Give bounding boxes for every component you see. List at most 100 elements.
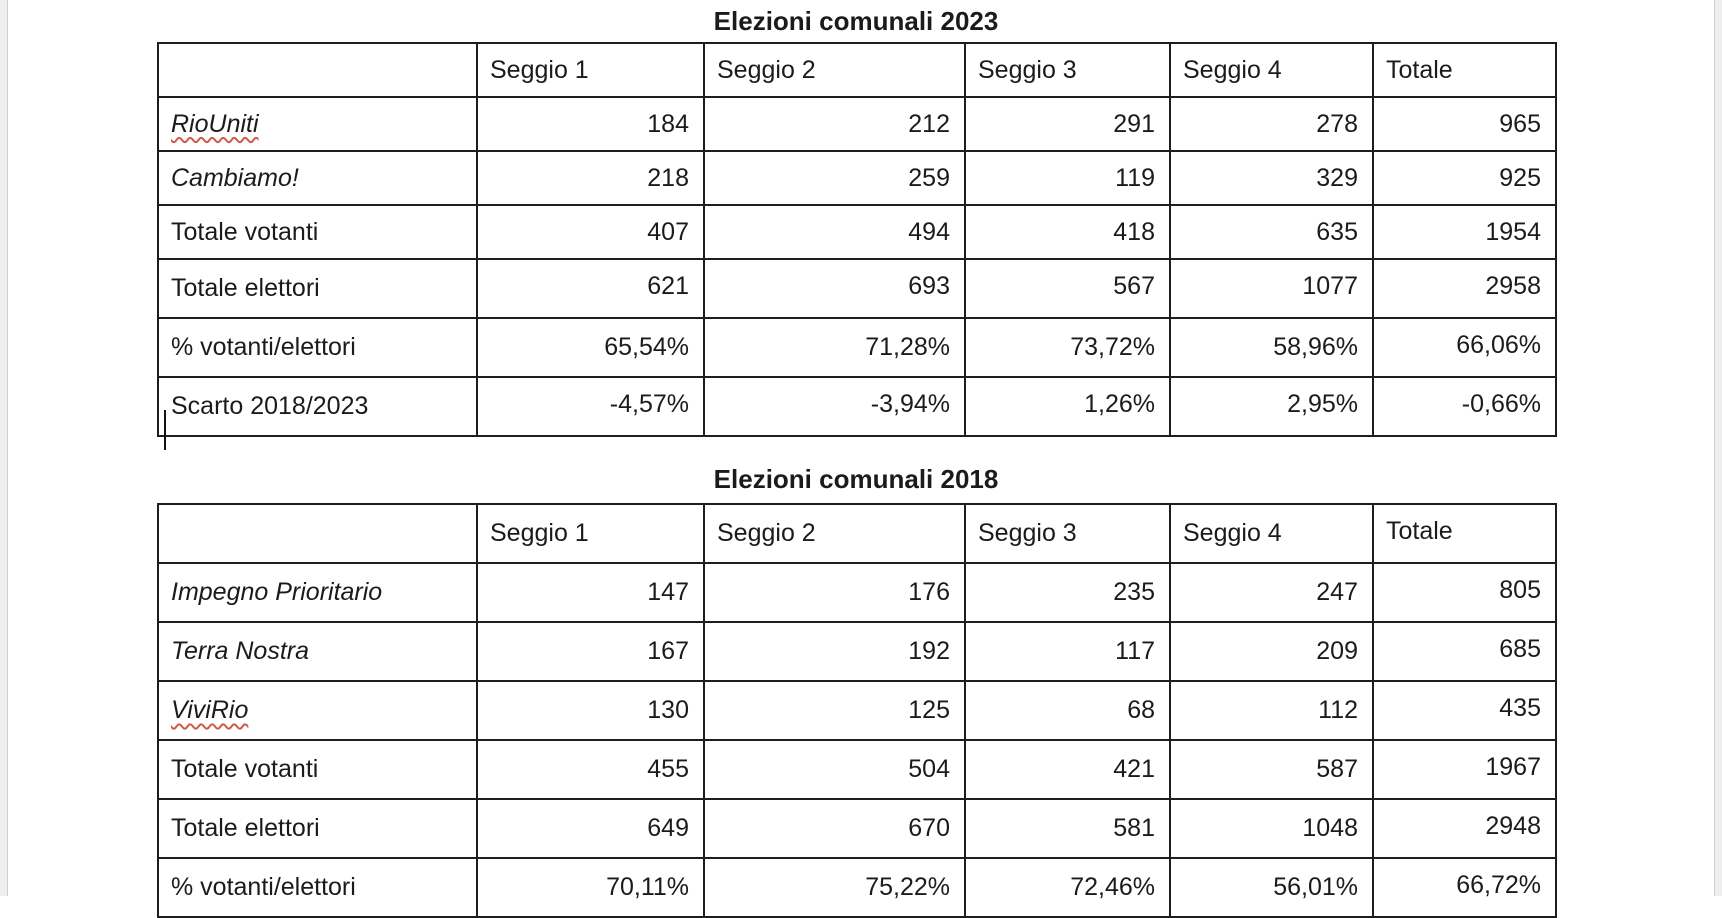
value-cell: 259: [703, 150, 966, 206]
row-label: Totale elettori: [157, 798, 478, 859]
column-header: Seggio 4: [1169, 42, 1374, 98]
column-header: Totale: [1372, 503, 1557, 564]
table-row: % votanti/elettori 65,54% 71,28% 73,72% 58,9…: [157, 317, 1557, 378]
value-cell: 693: [703, 258, 966, 319]
table-row: % votanti/elettori 70,11% 75,22% 72,46% 56,0…: [157, 857, 1557, 918]
value-cell: 805: [1372, 562, 1557, 623]
value-cell: 212: [703, 96, 966, 152]
value-cell: 435: [1372, 680, 1557, 741]
value-cell: 649: [476, 798, 705, 859]
value-cell: 329: [1169, 150, 1374, 206]
value-cell: 66,72%: [1372, 857, 1557, 918]
value-cell: 58,96%: [1169, 317, 1374, 378]
value-cell: 70,11%: [476, 857, 705, 918]
column-header: Seggio 1: [476, 42, 705, 98]
table-title-2023: Elezioni comunali 2023: [713, 6, 999, 36]
value-cell: -4,57%: [476, 376, 705, 437]
value-cell: 119: [964, 150, 1171, 206]
column-header: Seggio 3: [964, 42, 1171, 98]
value-cell: 176: [703, 562, 966, 623]
value-cell: 117: [964, 621, 1171, 682]
column-header: Seggio 4: [1169, 503, 1374, 564]
corner-header-cell: [157, 42, 478, 98]
value-cell: 2958: [1372, 258, 1557, 319]
value-cell: 72,46%: [964, 857, 1171, 918]
value-cell: 209: [1169, 621, 1374, 682]
row-label: Impegno Prioritario: [157, 562, 478, 623]
table-row: Totale elettori 621 693 567 1077 2958: [157, 258, 1557, 319]
value-cell: 130: [476, 680, 705, 741]
value-cell: 407: [476, 204, 705, 260]
value-cell: 685: [1372, 621, 1557, 682]
value-cell: 73,72%: [964, 317, 1171, 378]
value-cell: 278: [1169, 96, 1374, 152]
window-right-edge: [1714, 0, 1722, 896]
table-row: Scarto 2018/2023 -4,57% -3,94% 1,26% 2,95% -0…: [157, 376, 1557, 437]
value-cell: 418: [964, 204, 1171, 260]
table-row: ViviRio 130 125 68 112 435: [157, 680, 1557, 741]
value-cell: 965: [1372, 96, 1557, 152]
value-cell: -0,66%: [1372, 376, 1557, 437]
table-row: Totale votanti 455 504 421 587 1967: [157, 739, 1557, 800]
column-header: Seggio 2: [703, 42, 966, 98]
value-cell: 247: [1169, 562, 1374, 623]
column-header: Totale: [1372, 42, 1557, 98]
value-cell: 66,06%: [1372, 317, 1557, 378]
row-label: % votanti/elettori: [157, 857, 478, 918]
value-cell: 184: [476, 96, 705, 152]
row-label: ViviRio: [157, 680, 478, 741]
value-cell: 1967: [1372, 739, 1557, 800]
table-row: Totale votanti 407 494 418 635 1954: [157, 204, 1557, 260]
value-cell: 635: [1169, 204, 1374, 260]
value-cell: 147: [476, 562, 705, 623]
value-cell: 1048: [1169, 798, 1374, 859]
window-left-edge: [0, 0, 8, 896]
row-label: Totale elettori: [157, 258, 478, 319]
column-header: Seggio 2: [703, 503, 966, 564]
value-cell: 504: [703, 739, 966, 800]
value-cell: 1077: [1169, 258, 1374, 319]
value-cell: 2,95%: [1169, 376, 1374, 437]
value-cell: 71,28%: [703, 317, 966, 378]
value-cell: 218: [476, 150, 705, 206]
value-cell: 68: [964, 680, 1171, 741]
value-cell: 421: [964, 739, 1171, 800]
value-cell: 925: [1372, 150, 1557, 206]
row-label: Totale votanti: [157, 204, 478, 260]
value-cell: 291: [964, 96, 1171, 152]
table-title-2018: Elezioni comunali 2018: [713, 464, 999, 494]
value-cell: 621: [476, 258, 705, 319]
row-label: % votanti/elettori: [157, 317, 478, 378]
value-cell: 2948: [1372, 798, 1557, 859]
value-cell: 670: [703, 798, 966, 859]
corner-header-cell: [157, 503, 478, 564]
table-row: Terra Nostra 167 192 117 209 685: [157, 621, 1557, 682]
value-cell: 1954: [1372, 204, 1557, 260]
value-cell: 494: [703, 204, 966, 260]
row-label: Cambiamo!: [157, 150, 478, 206]
table-row: Impegno Prioritario 147 176 235 247 805: [157, 562, 1557, 623]
row-label: Scarto 2018/2023: [157, 376, 478, 437]
value-cell: 125: [703, 680, 966, 741]
column-header: Seggio 1: [476, 503, 705, 564]
table-row: RioUniti 184 212 291 278 965: [157, 96, 1557, 152]
table-row: Totale elettori 649 670 581 1048 2948: [157, 798, 1557, 859]
value-cell: -3,94%: [703, 376, 966, 437]
header-row: Seggio 1 Seggio 2 Seggio 3 Seggio 4 Totale: [157, 503, 1557, 564]
election-table-2018: Seggio 1 Seggio 2 Seggio 3 Seggio 4 Totale Im…: [157, 503, 1557, 918]
value-cell: 112: [1169, 680, 1374, 741]
value-cell: 1,26%: [964, 376, 1171, 437]
value-cell: 587: [1169, 739, 1374, 800]
text-cursor-caret: [164, 410, 166, 450]
value-cell: 192: [703, 621, 966, 682]
header-row: Seggio 1 Seggio 2 Seggio 3 Seggio 4 Totale: [157, 42, 1557, 98]
value-cell: 567: [964, 258, 1171, 319]
value-cell: 65,54%: [476, 317, 705, 378]
row-label: Totale votanti: [157, 739, 478, 800]
table-row: Cambiamo! 218 259 119 329 925: [157, 150, 1557, 206]
column-header: Seggio 3: [964, 503, 1171, 564]
value-cell: 167: [476, 621, 705, 682]
row-label: RioUniti: [157, 96, 478, 152]
value-cell: 581: [964, 798, 1171, 859]
value-cell: 455: [476, 739, 705, 800]
